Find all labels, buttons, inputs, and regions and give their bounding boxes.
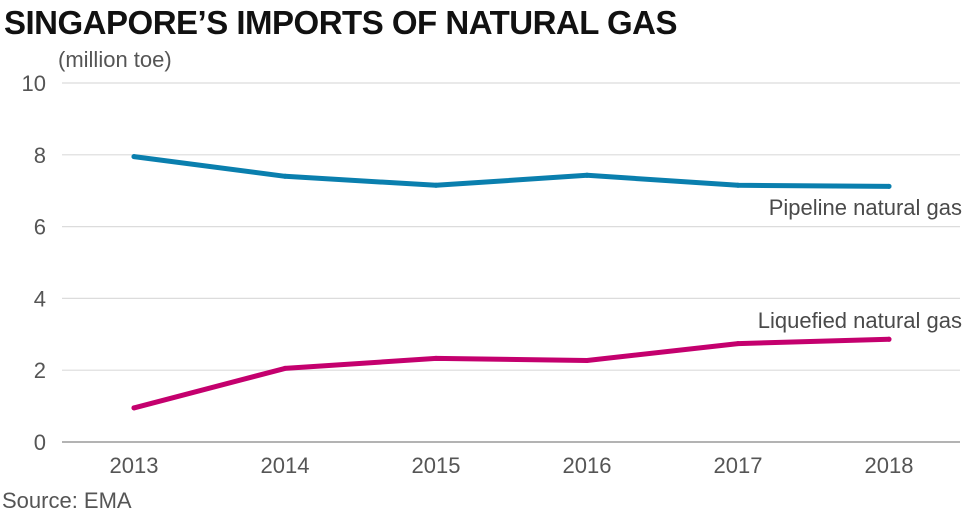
source-note: Source: EMA [2,488,132,513]
y-tick-label: 6 [34,215,46,240]
series-line-pipeline-natural-gas [131,154,892,189]
series-label-pipeline-natural-gas: Pipeline natural gas [769,195,962,220]
data-point-liquefied-natural-gas [735,341,741,347]
series-lines [131,154,892,411]
data-point-pipeline-natural-gas [282,173,288,179]
x-tick-label: 2017 [714,453,763,478]
data-point-pipeline-natural-gas [886,183,892,189]
data-point-liquefied-natural-gas [433,355,439,361]
data-point-pipeline-natural-gas [131,154,137,160]
y-tick-label: 10 [22,71,46,96]
data-point-pipeline-natural-gas [433,182,439,188]
data-point-liquefied-natural-gas [131,405,137,411]
data-point-liquefied-natural-gas [282,365,288,371]
data-point-liquefied-natural-gas [584,358,590,363]
series-line-liquefied-natural-gas [131,336,892,411]
data-point-liquefied-natural-gas [886,336,892,342]
series-labels: Pipeline natural gas Liquefied natural ga… [758,195,962,333]
y-tick-label: 8 [34,143,46,168]
y-tick-label: 0 [34,430,46,455]
data-point-pipeline-natural-gas [584,172,590,178]
data-point-pipeline-natural-gas [735,182,741,188]
y-axis-ticks: 0 2 4 6 8 10 [22,71,46,455]
y-tick-label: 2 [34,358,46,383]
x-tick-label: 2018 [865,453,914,478]
series-label-liquefied-natural-gas: Liquefied natural gas [758,308,962,333]
y-axis-unit-label: (million toe) [58,47,172,72]
x-tick-label: 2015 [412,453,461,478]
x-axis-ticks: 2013 2014 2015 2016 2017 2018 [110,453,914,478]
chart-title: SINGAPORE’S IMPORTS OF NATURAL GAS [4,4,678,41]
y-tick-label: 4 [34,286,46,311]
x-tick-label: 2013 [110,453,159,478]
gridlines [62,82,960,443]
x-tick-label: 2016 [563,453,612,478]
x-tick-label: 2014 [261,453,310,478]
